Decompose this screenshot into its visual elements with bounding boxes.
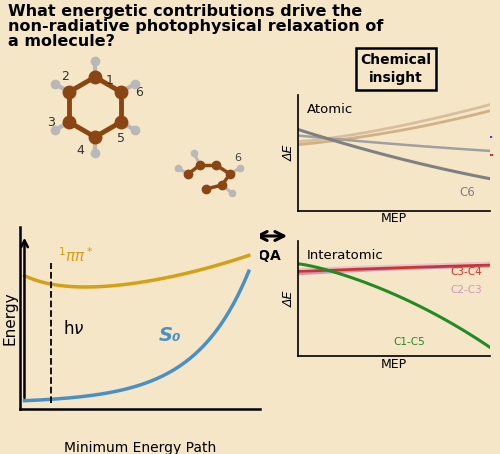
Text: Chemical
insight: Chemical insight xyxy=(360,53,432,85)
Y-axis label: Energy: Energy xyxy=(2,291,17,345)
Text: $\Delta\rho(r)$: $\Delta\rho(r)$ xyxy=(428,138,464,156)
Y-axis label: ΔE: ΔE xyxy=(283,145,296,162)
Text: C1-C5: C1-C5 xyxy=(394,337,426,347)
Text: $^1\pi\pi^*$: $^1\pi\pi^*$ xyxy=(58,246,94,265)
X-axis label: MEP: MEP xyxy=(380,212,407,226)
Text: a molecule?: a molecule? xyxy=(8,34,115,49)
Text: non-radiative photophysical relaxation of: non-radiative photophysical relaxation o… xyxy=(8,19,384,34)
Text: 6: 6 xyxy=(135,85,143,99)
Text: +: + xyxy=(480,129,493,144)
X-axis label: MEP: MEP xyxy=(380,358,407,371)
Text: −: − xyxy=(480,145,494,163)
Text: 2: 2 xyxy=(61,70,69,84)
Text: 6: 6 xyxy=(234,153,241,163)
Text: 5: 5 xyxy=(117,133,125,145)
Text: 3: 3 xyxy=(47,115,55,128)
Text: IQA: IQA xyxy=(254,249,282,263)
Text: {: { xyxy=(468,126,494,168)
Text: C6: C6 xyxy=(459,186,475,199)
Text: h$\nu$: h$\nu$ xyxy=(62,321,84,338)
Text: C3-C4: C3-C4 xyxy=(450,267,482,277)
Text: 1: 1 xyxy=(106,74,114,88)
Text: What energetic contributions drive the: What energetic contributions drive the xyxy=(8,4,362,19)
Y-axis label: ΔE: ΔE xyxy=(283,290,296,307)
Text: C2-C3: C2-C3 xyxy=(450,285,482,295)
Text: Atomic: Atomic xyxy=(307,104,354,116)
Text: S₀: S₀ xyxy=(159,326,182,345)
Text: Minimum Energy Path
(MEP): Minimum Energy Path (MEP) xyxy=(64,441,216,454)
Text: 4: 4 xyxy=(76,143,84,157)
Text: Interatomic: Interatomic xyxy=(307,249,384,262)
